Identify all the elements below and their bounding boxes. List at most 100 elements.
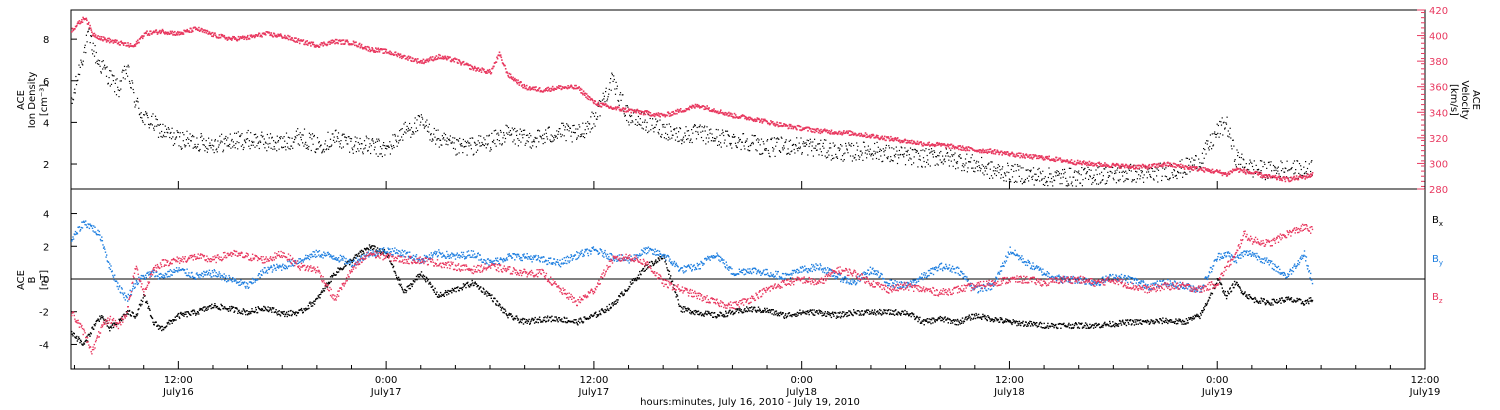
velocity-point (98, 38, 101, 40)
ion-density-point (209, 142, 211, 144)
ion-density-point (1058, 172, 1061, 174)
ion-density-point (806, 144, 808, 146)
bx-point (328, 281, 330, 284)
ion-density-point (248, 145, 250, 147)
ion-density-point (480, 145, 482, 147)
velocity-point (504, 68, 507, 70)
ion-density-point (1204, 149, 1206, 151)
velocity-point (412, 57, 414, 60)
velocity-point (331, 42, 333, 44)
ion-density-point (788, 152, 790, 154)
ion-density-point (1096, 183, 1098, 185)
bx-point (524, 318, 526, 320)
velocity-point (682, 110, 685, 113)
ion-density-point (306, 144, 308, 146)
velocity-point (1017, 155, 1020, 157)
velocity-point (663, 114, 666, 116)
ion-density-point (1019, 165, 1021, 167)
velocity-point (803, 128, 806, 130)
velocity-point (994, 153, 997, 155)
ion-density-point (943, 158, 946, 160)
velocity-point (1208, 168, 1211, 171)
ion-density-point (542, 134, 544, 136)
ion-density-point (635, 119, 637, 121)
velocity-point (397, 53, 400, 55)
velocity-point (346, 39, 349, 42)
ion-density-point (710, 140, 712, 142)
ion-density-point (974, 171, 976, 173)
velocity-point (74, 28, 76, 30)
velocity-point (960, 146, 963, 149)
ion-density-point (1241, 153, 1243, 155)
bx-point (579, 322, 581, 324)
ion-density-point (470, 148, 472, 150)
velocity-point (520, 85, 523, 87)
bx-point (551, 315, 553, 317)
ion-density-point (151, 115, 153, 117)
ion-density-point (84, 46, 86, 49)
velocity-point (254, 35, 256, 38)
velocity-point (496, 56, 498, 59)
velocity-point (703, 108, 705, 111)
bfield-tick-label: -4 (39, 340, 49, 351)
ion-density-point (1278, 173, 1280, 175)
bx-point (352, 259, 354, 262)
bx-point (414, 281, 416, 283)
ion-density-point (95, 51, 97, 54)
velocity-point (1231, 171, 1233, 174)
velocity-point (786, 125, 789, 127)
velocity-point (326, 44, 328, 47)
ion-density-point (495, 129, 497, 131)
velocity-point (264, 32, 266, 35)
velocity-point (404, 55, 406, 57)
ion-density-point (1268, 161, 1270, 163)
bx-point (179, 312, 181, 315)
velocity-point (1242, 169, 1244, 172)
ion-density-point (828, 154, 830, 156)
bx-point (147, 307, 149, 309)
ion-density-point (1188, 158, 1190, 160)
velocity-point (584, 94, 586, 96)
ion-density-point (927, 159, 929, 161)
velocity-point (472, 67, 474, 70)
velocity-point (444, 56, 447, 59)
ion-density-point (1263, 161, 1265, 163)
velocity-point (971, 148, 974, 150)
bx-point (258, 308, 261, 310)
ion-density-point (83, 51, 85, 53)
velocity-tick-label: 360 (1429, 83, 1448, 94)
ion-density-point (1219, 133, 1221, 135)
velocity-point (1151, 165, 1154, 167)
velocity-point (736, 116, 739, 118)
velocity-point (624, 108, 626, 111)
ion-density-point (349, 137, 351, 140)
ion-density-point (503, 132, 505, 134)
ion-density-point (399, 130, 401, 132)
ion-density-point (294, 136, 296, 138)
velocity-point (289, 35, 291, 38)
ion-density-point (677, 140, 679, 143)
ion-density-point (1104, 168, 1106, 170)
ion-density-point (254, 146, 256, 148)
ion-density-point (503, 134, 505, 136)
ion-density-point (316, 137, 319, 139)
velocity-point (882, 138, 884, 141)
ion-density-point (366, 137, 368, 139)
velocity-point (485, 72, 487, 74)
bx-point (220, 303, 222, 306)
velocity-point (1292, 176, 1295, 179)
bx-point (107, 322, 109, 324)
ion-density-point (1141, 172, 1143, 174)
velocity-point (188, 30, 190, 32)
velocity-point (241, 37, 243, 39)
ion-density-point (736, 146, 738, 149)
ion-density-point (915, 151, 917, 153)
ion-density-point (854, 154, 857, 156)
velocity-point (623, 107, 625, 110)
velocity-point (511, 78, 514, 80)
velocity-tick-label: 400 (1429, 32, 1448, 43)
ion-density-point (1217, 124, 1219, 127)
ion-density-point (680, 139, 682, 141)
ion-density-point (472, 154, 474, 156)
velocity-point (1117, 164, 1120, 166)
